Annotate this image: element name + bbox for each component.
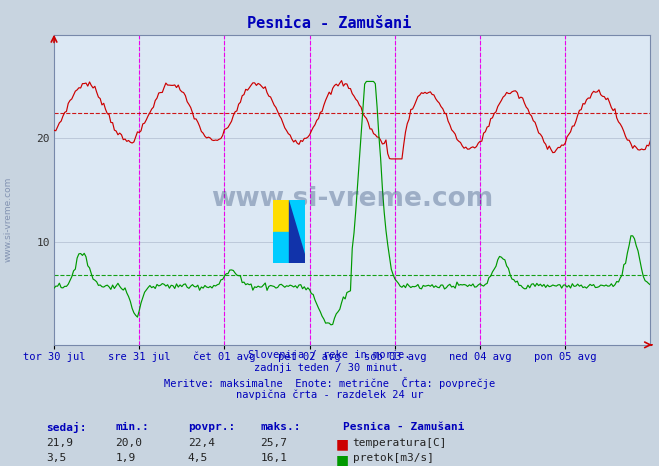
Text: sedaj:: sedaj:: [46, 422, 86, 433]
Text: 3,5: 3,5: [46, 453, 67, 463]
Text: povpr.:: povpr.:: [188, 422, 235, 432]
Text: min.:: min.:: [115, 422, 149, 432]
Text: navpična črta - razdelek 24 ur: navpična črta - razdelek 24 ur: [236, 390, 423, 400]
Text: Pesnica - Zamušani: Pesnica - Zamušani: [247, 16, 412, 31]
Text: 20,0: 20,0: [115, 438, 142, 447]
Text: 22,4: 22,4: [188, 438, 215, 447]
Text: Slovenija / reke in morje.: Slovenija / reke in morje.: [248, 350, 411, 360]
Polygon shape: [289, 200, 305, 254]
Bar: [273, 232, 289, 263]
Text: temperatura[C]: temperatura[C]: [353, 438, 447, 447]
Text: 21,9: 21,9: [46, 438, 73, 447]
Text: pretok[m3/s]: pretok[m3/s]: [353, 453, 434, 463]
Text: zadnji teden / 30 minut.: zadnji teden / 30 minut.: [254, 363, 405, 373]
Bar: [273, 200, 289, 232]
Text: www.si-vreme.com: www.si-vreme.com: [4, 176, 13, 262]
Text: 16,1: 16,1: [260, 453, 287, 463]
Text: maks.:: maks.:: [260, 422, 301, 432]
Text: Pesnica - Zamušani: Pesnica - Zamušani: [343, 422, 464, 432]
Text: 1,9: 1,9: [115, 453, 136, 463]
Text: www.si-vreme.com: www.si-vreme.com: [211, 186, 494, 212]
Text: ■: ■: [336, 453, 349, 466]
Text: 25,7: 25,7: [260, 438, 287, 447]
Text: Meritve: maksimalne  Enote: metrične  Črta: povprečje: Meritve: maksimalne Enote: metrične Črta…: [164, 377, 495, 389]
Text: 4,5: 4,5: [188, 453, 208, 463]
Bar: [289, 200, 305, 263]
Text: ■: ■: [336, 438, 349, 452]
